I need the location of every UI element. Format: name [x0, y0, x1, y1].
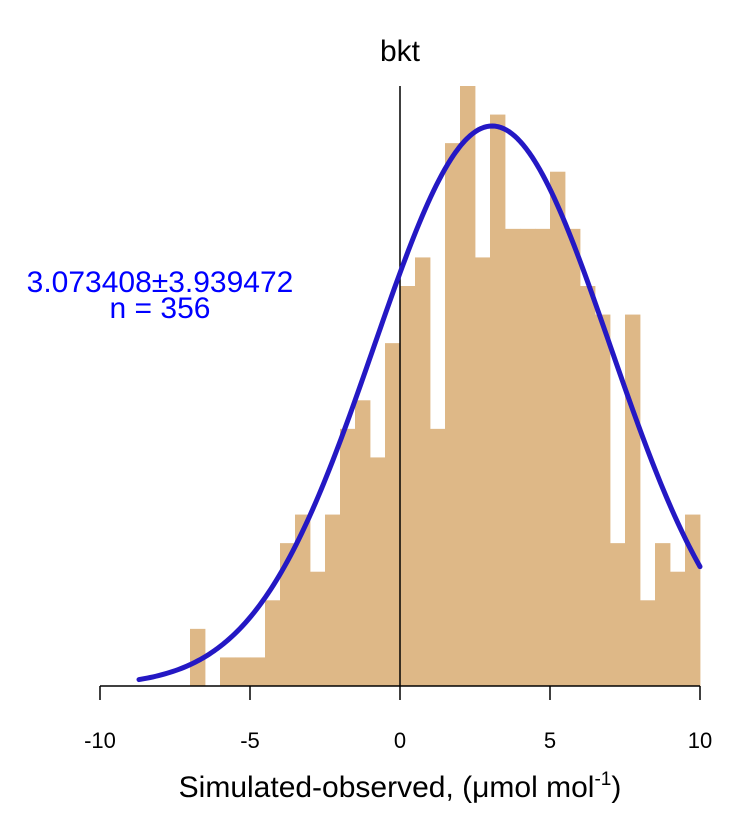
histogram-bar [445, 143, 461, 687]
histogram-bar [625, 314, 641, 686]
histogram-bar [295, 514, 311, 686]
histogram-bar [340, 428, 356, 686]
histogram-bar [400, 286, 416, 686]
histogram-bar [460, 86, 476, 686]
stats-annotation: 3.073408±3.939472 [27, 266, 294, 299]
histogram-bar [415, 257, 431, 686]
histogram-bar [655, 543, 671, 686]
histogram-bar [265, 600, 281, 686]
histogram-bar [235, 657, 251, 686]
histogram-bar [430, 428, 446, 686]
histogram-bar [550, 171, 566, 686]
histogram-bar [535, 228, 551, 686]
histogram-bar [490, 114, 506, 687]
x-axis: -10 -5 0 5 10 [84, 685, 712, 753]
histogram-bar [580, 286, 596, 686]
chart-title: bkt [380, 35, 421, 68]
histogram-bar [370, 457, 386, 686]
histogram-bar [250, 657, 266, 686]
x-axis-label-superscript: -1 [594, 769, 611, 790]
histogram-bar [475, 257, 491, 686]
histogram-bar [220, 657, 236, 686]
x-axis-label: Simulated-observed, (μmol mol-1) [179, 769, 622, 804]
histogram-bar [385, 343, 401, 686]
histogram-bar [640, 600, 656, 686]
x-tick-label: 10 [688, 728, 712, 753]
count-annotation: n = 356 [110, 292, 211, 325]
histogram-bar [520, 228, 536, 686]
histogram-bar [670, 571, 686, 686]
histogram-bar [610, 543, 626, 686]
histogram-bar [280, 543, 296, 686]
x-axis-label-close: ) [611, 771, 621, 804]
histogram-bar [190, 628, 206, 686]
histogram-bar [325, 514, 341, 686]
histogram-bar [565, 228, 581, 686]
x-tick-label: -5 [240, 728, 260, 753]
histogram-bar [595, 314, 611, 686]
x-tick-label: -10 [84, 728, 116, 753]
x-tick-label: 0 [394, 728, 406, 753]
histogram-bar [355, 400, 371, 686]
histogram-bar [505, 228, 521, 686]
histogram-bars [190, 86, 701, 687]
x-axis-label-main: Simulated-observed, (μmol mol [179, 771, 595, 804]
histogram-bar [310, 571, 326, 686]
normal-fit-curve [136, 123, 703, 683]
x-tick-label: 5 [544, 728, 556, 753]
x-axis-ticks: -10 -5 0 5 10 [84, 686, 712, 753]
